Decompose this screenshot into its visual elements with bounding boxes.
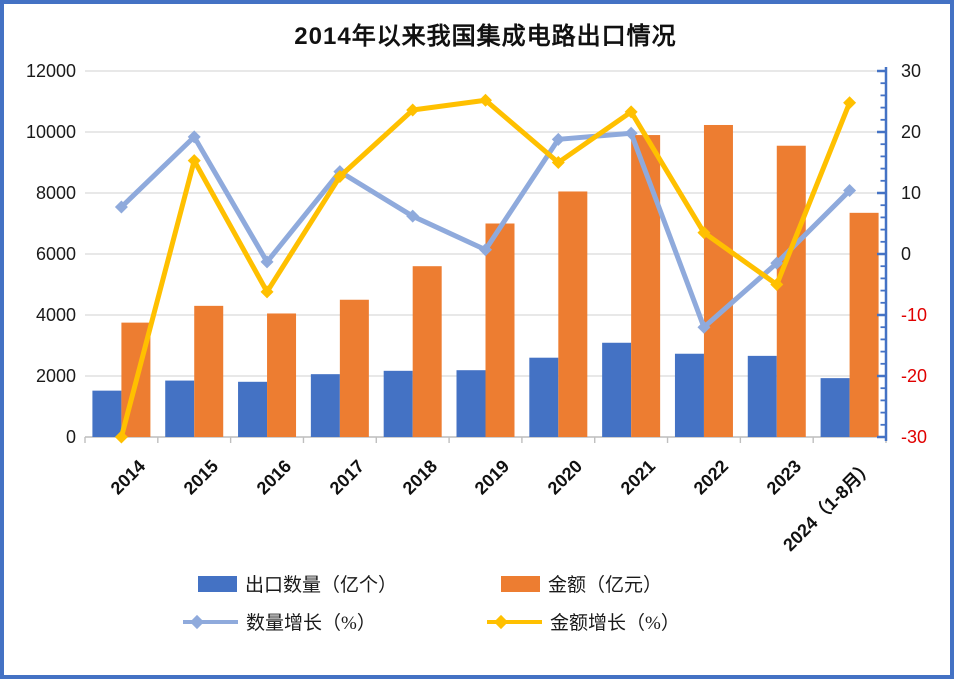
bar-0 <box>529 357 559 437</box>
bar-1 <box>558 191 588 437</box>
diamond-marker-icon <box>551 132 565 146</box>
legend-label-quantity: 出口数量（亿个） <box>245 575 398 596</box>
bar-1 <box>631 135 661 438</box>
diamond-marker-icon <box>333 170 347 184</box>
diamond-marker-icon <box>551 156 565 169</box>
diamond-marker-icon <box>479 243 492 257</box>
diamond-marker-icon <box>493 614 509 629</box>
right-axis-tick-label: -10 <box>901 305 928 325</box>
line-swatch <box>487 619 542 624</box>
bar-1 <box>267 313 297 437</box>
chart-title: 2014年以来我国集成电路出口情况 <box>294 23 677 50</box>
right-axis-tick-label: 10 <box>901 183 922 203</box>
x-axis-category-label: 2017 <box>325 456 369 499</box>
x-axis-category-label: 2021 <box>616 456 660 499</box>
bar-1 <box>339 299 369 437</box>
right-axis-tick-label: 0 <box>901 244 912 264</box>
bar-0 <box>310 374 340 437</box>
left-axis-tick-label: 4000 <box>35 305 76 325</box>
bar-0 <box>747 355 777 437</box>
bar-1 <box>485 223 515 437</box>
line-swatch <box>183 619 238 624</box>
bar-1 <box>849 212 879 437</box>
right-axis-tick-label: 20 <box>901 122 922 142</box>
bar-1 <box>412 266 442 437</box>
bar-0 <box>238 381 268 437</box>
diamond-marker-icon <box>187 130 201 144</box>
diamond-marker-icon <box>260 255 274 269</box>
bar-0 <box>674 353 704 437</box>
legend-item-export-quantity: 出口数量（亿个） <box>198 570 397 597</box>
diamond-marker-icon <box>697 226 711 240</box>
bar-0 <box>820 378 850 437</box>
diamond-marker-icon <box>406 209 420 223</box>
x-axis-category-label: 2018 <box>398 456 441 499</box>
x-axis-category-label: 2020 <box>544 456 587 499</box>
left-axis-tick-label: 0 <box>65 427 76 447</box>
diamond-marker-icon <box>697 320 711 334</box>
diamond-marker-icon <box>406 103 420 117</box>
x-axis-category-label: 2016 <box>252 456 296 499</box>
legend-label-amount: 金额（亿元） <box>548 575 663 596</box>
right-axis-tick-label: -20 <box>901 366 928 386</box>
left-axis-tick-label: 8000 <box>35 183 76 203</box>
left-axis-tick-label: 12000 <box>25 61 76 81</box>
legend-swatch-quantity-bar <box>198 575 237 592</box>
left-axis-tick-label: 10000 <box>25 122 76 142</box>
bar-0 <box>602 342 632 437</box>
right-axis-tick-label: -30 <box>901 427 928 447</box>
left-axis-tick-label: 2000 <box>35 366 76 386</box>
diamond-marker-icon <box>624 105 638 119</box>
diamond-marker-icon <box>189 614 205 629</box>
legend-swatch-amount-growth-line <box>487 612 542 632</box>
bar-1 <box>776 145 806 437</box>
bar-1 <box>194 305 224 437</box>
x-axis-category-label: 2019 <box>471 456 514 499</box>
bar-0 <box>383 370 413 437</box>
legend-label-quantity-growth: 数量增长（%） <box>246 613 376 634</box>
left-axis-tick-label: 6000 <box>35 244 76 264</box>
legend-item-amount-growth: 金额增长（%） <box>487 608 680 635</box>
x-axis-category-label: 2015 <box>179 456 223 499</box>
x-axis-category-label: 2014 <box>107 456 150 499</box>
bar-0 <box>92 390 122 437</box>
bar-0 <box>165 380 195 437</box>
diamond-marker-icon <box>770 278 784 291</box>
legend-swatch-quantity-growth-line <box>183 612 238 632</box>
bar-1 <box>703 124 733 438</box>
diamond-marker-icon <box>187 154 201 168</box>
legend-swatch-amount-bar <box>501 575 540 592</box>
diamond-marker-icon <box>624 126 638 140</box>
diamond-marker-icon <box>114 200 128 214</box>
legend-label-amount-growth: 金额增长（%） <box>550 613 680 634</box>
diamond-marker-icon <box>843 184 857 198</box>
diamond-marker-icon <box>479 93 492 107</box>
legend-item-amount: 金额（亿元） <box>501 570 662 597</box>
diamond-marker-icon <box>843 96 857 110</box>
legend-item-quantity-growth: 数量增长（%） <box>183 608 376 635</box>
diamond-marker-icon <box>260 285 274 299</box>
right-axis-tick-label: 30 <box>901 61 922 81</box>
bar-0 <box>456 370 486 437</box>
x-axis-category-label: 2022 <box>689 456 733 499</box>
diamond-marker-icon <box>114 430 128 444</box>
diamond-marker-icon <box>770 256 784 270</box>
x-axis-category-label: 2023 <box>762 456 805 499</box>
